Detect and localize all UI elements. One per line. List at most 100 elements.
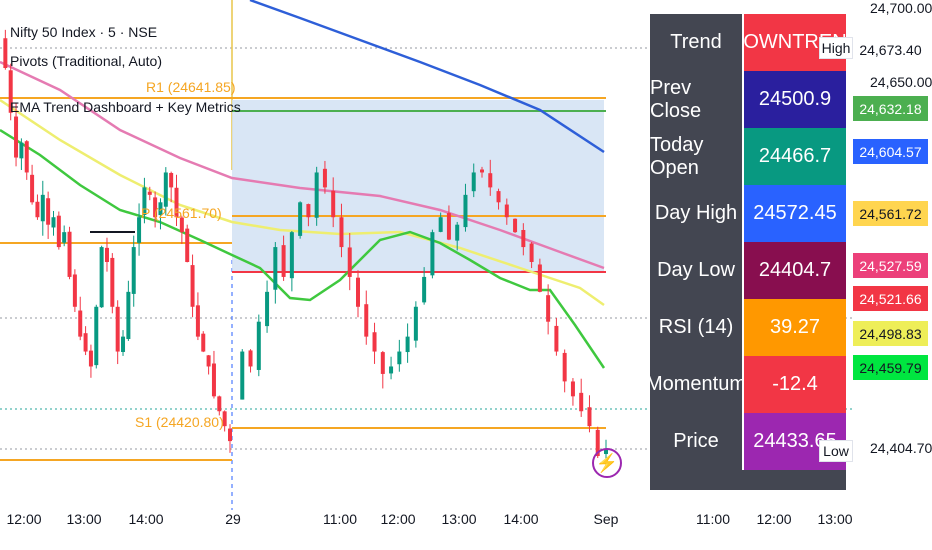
dashboard-row-value: 24572.45 bbox=[744, 185, 846, 242]
dashboard-row-label: Today Open bbox=[650, 128, 742, 185]
candle-body bbox=[504, 204, 509, 218]
dashboard-row: Today Open 24466.7 bbox=[650, 128, 846, 185]
dashboard-row: TrendDOWNTREND bbox=[650, 14, 846, 71]
candle-body bbox=[14, 116, 19, 158]
time-tick-label: 14:00 bbox=[128, 511, 164, 527]
candle-body bbox=[405, 336, 410, 353]
candle-body bbox=[46, 198, 51, 225]
candle-body bbox=[397, 351, 402, 365]
candle-body bbox=[430, 232, 435, 276]
time-tick-label: 12:00 bbox=[756, 511, 792, 527]
candle-body bbox=[554, 325, 559, 352]
time-tick-label: 12:00 bbox=[6, 511, 42, 527]
dashboard-footer bbox=[650, 470, 846, 490]
candle-body bbox=[174, 187, 179, 218]
candle-body bbox=[51, 217, 56, 228]
candle-body bbox=[121, 336, 126, 352]
candle-body bbox=[521, 229, 526, 248]
price-tick-label: 24,650.00 bbox=[870, 74, 932, 90]
candle-body bbox=[67, 231, 72, 277]
candle-body bbox=[339, 217, 344, 248]
candle-body bbox=[104, 247, 109, 263]
candle-body bbox=[455, 224, 460, 241]
dashboard-row-label: Trend bbox=[650, 14, 742, 71]
price-tick-label: 24,404.70 bbox=[870, 440, 932, 456]
candle-body bbox=[83, 333, 88, 352]
candle-body bbox=[438, 217, 443, 232]
ema-blue-line bbox=[249, 0, 605, 154]
dashboard-row: Price 24433.65 bbox=[650, 413, 846, 470]
candle-body bbox=[185, 228, 190, 263]
candle-body bbox=[364, 304, 369, 337]
candle-body bbox=[347, 247, 352, 277]
price-tag: 24,498.83 bbox=[853, 321, 928, 346]
candle-body bbox=[131, 247, 136, 294]
price-tag: 24,561.72 bbox=[853, 201, 928, 226]
candle-body bbox=[30, 174, 35, 203]
candle-body bbox=[126, 291, 131, 339]
pivot-s1-label: S1 (24420.80) bbox=[135, 414, 224, 430]
candle-body bbox=[228, 428, 232, 442]
time-tick-label: 11:00 bbox=[696, 511, 730, 527]
candle-body bbox=[496, 191, 501, 203]
pivot-p-label: P (24561.70) bbox=[141, 205, 222, 221]
high-label: High bbox=[820, 38, 852, 58]
candle-body bbox=[62, 232, 67, 243]
candle-body bbox=[147, 191, 152, 195]
candle-body bbox=[562, 352, 567, 382]
dashboard-row: Momentum -12.4 bbox=[646, 356, 846, 413]
price-tag: 24,632.18 bbox=[853, 96, 928, 121]
low-label: Low bbox=[820, 441, 852, 461]
pivots-indicator-label[interactable]: Pivots (Traditional, Auto) bbox=[10, 53, 162, 69]
time-tick-label: 13:00 bbox=[66, 511, 102, 527]
price-tick-label: 24,700.00 bbox=[870, 0, 932, 16]
candle-body bbox=[579, 392, 584, 412]
candle-body bbox=[331, 190, 336, 218]
dashboard-row-value: 24466.7 bbox=[744, 128, 846, 185]
time-tick-label: 12:00 bbox=[380, 511, 416, 527]
dashboard-row-label: RSI (14) bbox=[650, 299, 742, 356]
candle-body bbox=[471, 172, 476, 192]
ema-green-line bbox=[0, 128, 606, 369]
candle-body bbox=[480, 169, 484, 173]
time-tick-label: 13:00 bbox=[441, 511, 477, 527]
candle-body bbox=[94, 306, 99, 366]
candle-body bbox=[273, 247, 278, 290]
candle-body bbox=[8, 70, 13, 113]
candle-body bbox=[169, 172, 174, 188]
symbol-title[interactable]: Nifty 50 Index · 5 · NSE bbox=[10, 24, 158, 40]
price-tag: 24,673.40 bbox=[853, 37, 928, 62]
candle-body bbox=[35, 201, 40, 218]
candle-body bbox=[356, 277, 360, 307]
candle-body bbox=[158, 202, 163, 216]
candle-body bbox=[529, 243, 534, 263]
time-tick-label: Sep bbox=[593, 511, 619, 527]
dashboard-row: Day High 24572.45 bbox=[650, 185, 846, 242]
candle-body bbox=[24, 141, 29, 173]
candle-body bbox=[142, 187, 147, 216]
dashboard-row-value: 24404.7 bbox=[744, 242, 846, 299]
candle-body bbox=[88, 350, 93, 367]
price-tag: 24,521.66 bbox=[853, 286, 928, 311]
dashboard-row: Day Low 24404.7 bbox=[650, 242, 846, 299]
candle-body bbox=[513, 218, 518, 233]
candle-body bbox=[195, 305, 200, 337]
dashboard-row-label: Day Low bbox=[650, 242, 742, 299]
price-tag: 24,527.59 bbox=[853, 253, 928, 278]
ema-yellow-line bbox=[0, 98, 605, 307]
candle-body bbox=[153, 197, 158, 218]
dashboard-row: RSI (14) 39.27 bbox=[650, 299, 846, 356]
candle-body bbox=[72, 274, 77, 307]
price-tag: 24,459.79 bbox=[853, 355, 928, 380]
lightning-icon[interactable]: ⚡ bbox=[592, 448, 622, 478]
candle-body bbox=[3, 38, 8, 68]
candle-body bbox=[265, 291, 270, 327]
ema-dashboard-indicator-label[interactable]: EMA Trend Dashboard + Key Metrics bbox=[10, 99, 241, 115]
candle-body bbox=[595, 429, 600, 457]
candle-body bbox=[99, 247, 104, 308]
candle-body bbox=[201, 333, 206, 352]
candle-body bbox=[298, 202, 303, 236]
dashboard-row-value: 39.27 bbox=[744, 299, 846, 356]
candle-body bbox=[546, 295, 551, 322]
